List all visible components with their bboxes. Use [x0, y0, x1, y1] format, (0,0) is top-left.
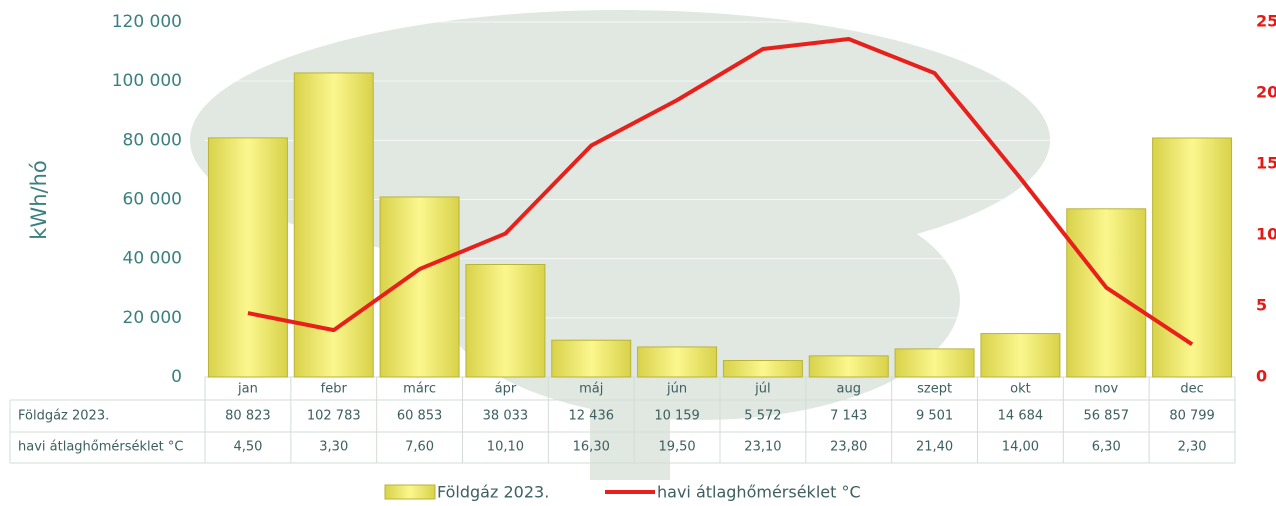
bar [551, 339, 632, 378]
x-tick-label: júl [754, 382, 770, 397]
y2-tick-label: 20 [1256, 83, 1276, 102]
table-cell: 9 501 [916, 409, 953, 424]
x-tick-label: máj [579, 382, 603, 397]
table-cell: 23,10 [744, 440, 781, 455]
bar [465, 263, 546, 378]
table-cell: 80 799 [1169, 409, 1215, 424]
table-cell: 6,30 [1092, 440, 1121, 455]
y-tick-label: 20 000 [123, 308, 182, 328]
table-cell: 4,50 [233, 440, 262, 455]
table-cell: 5 572 [744, 409, 781, 424]
table-cell: 12 436 [569, 409, 615, 424]
table-cell: 38 033 [483, 409, 529, 424]
table-cell: 80 823 [225, 409, 271, 424]
bar [894, 348, 975, 378]
x-tick-label: jún [666, 382, 687, 397]
table-cell: 23,80 [830, 440, 867, 455]
legend-label: Földgáz 2023. [437, 483, 549, 502]
y-tick-label: 60 000 [123, 190, 182, 210]
y2-tick-label: 15 [1256, 154, 1276, 173]
bar [207, 137, 288, 378]
table-cell: 56 857 [1084, 409, 1130, 424]
table-cell: 60 853 [397, 409, 443, 424]
bar [722, 360, 803, 378]
table-cell: 14,00 [1002, 440, 1039, 455]
x-tick-label: nov [1094, 382, 1118, 397]
table-cell: 2,30 [1178, 440, 1207, 455]
legend-label: havi átlaghőmérséklet °C [657, 483, 861, 502]
y-tick-label: 40 000 [123, 249, 182, 269]
x-tick-label: szept [917, 382, 952, 397]
y-tick-label: 0 [171, 367, 182, 387]
y2-tick-label: 10 [1256, 225, 1276, 244]
y2-tick-label: 25 [1256, 12, 1276, 31]
x-tick-label: jan [237, 382, 258, 397]
table-cell: 16,30 [573, 440, 610, 455]
y2-tick-label: 5 [1256, 296, 1267, 315]
y-tick-label: 80 000 [123, 130, 182, 150]
table-cell: 14 684 [998, 409, 1044, 424]
table-cell: 19,50 [658, 440, 695, 455]
table-cell: 21,40 [916, 440, 953, 455]
x-tick-label: febr [321, 382, 348, 397]
table-cell: 10 159 [654, 409, 700, 424]
bar [1152, 137, 1233, 378]
bar [980, 333, 1061, 378]
y-tick-label: 100 000 [112, 71, 182, 91]
bar [1066, 208, 1147, 378]
table-cell: 3,30 [319, 440, 348, 455]
x-tick-label: aug [837, 382, 861, 397]
x-tick-label: okt [1010, 382, 1031, 397]
x-tick-label: dec [1180, 382, 1203, 397]
legend-swatch [384, 484, 436, 500]
table-row-label: Földgáz 2023. [18, 409, 109, 424]
x-tick-label: márc [403, 382, 436, 397]
table-cell: 7 143 [830, 409, 867, 424]
bar [808, 355, 889, 378]
y2-tick-label: 0 [1256, 367, 1267, 386]
bar [637, 346, 718, 378]
table-cell: 7,60 [405, 440, 434, 455]
line [247, 37, 1194, 347]
table-row-label: havi átlaghőmérséklet °C [18, 440, 183, 455]
table-cell: 10,10 [487, 440, 524, 455]
y-axis-title: kWh/hó [27, 160, 51, 239]
y-tick-label: 120 000 [112, 12, 182, 32]
table-cell: 102 783 [307, 409, 361, 424]
x-tick-label: ápr [495, 382, 517, 397]
